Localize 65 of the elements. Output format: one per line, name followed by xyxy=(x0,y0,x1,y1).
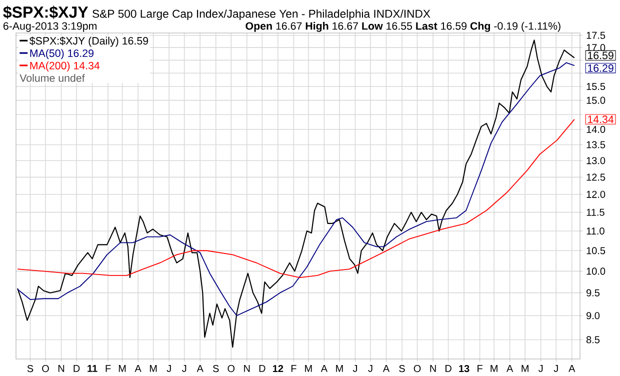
x-tick-label: A xyxy=(196,365,204,372)
y-tick-label: 9.0 xyxy=(586,312,600,320)
x-tick-label: S xyxy=(399,365,405,372)
x-tick-label: A xyxy=(568,365,576,372)
x-tick-label: A xyxy=(320,365,328,372)
chart-title: $SPX:$XJY xyxy=(3,6,88,19)
x-tick-label: M xyxy=(522,365,528,372)
x-tick-label: N xyxy=(244,365,250,372)
chart-subtitle: S&P 500 Large Cap Index/Japanese Yen - Philadelphia INDX/INDX xyxy=(92,9,430,20)
x-tick-label: D xyxy=(74,365,80,372)
y-tick-label: 13.0 xyxy=(586,157,606,164)
x-tick-label: 13 xyxy=(459,365,470,372)
legend-label: MA(50) 16.29 xyxy=(30,49,94,60)
x-tick-label: F xyxy=(106,365,111,372)
y-tick-label: 17.0 xyxy=(586,44,606,52)
legend-label: MA(200) 14.34 xyxy=(30,62,100,72)
x-tick-label: A xyxy=(506,365,514,372)
y-tick-label: 12.5 xyxy=(586,174,606,181)
x-tick-label: J xyxy=(368,365,372,372)
y-tick-label: 10.5 xyxy=(586,247,606,254)
y-tick-label: 12.0 xyxy=(586,190,606,198)
y-tick-label: 11.0 xyxy=(586,227,604,235)
legend-label: $SPX:$XJY (Daily) 16.59 xyxy=(29,36,148,47)
x-tick-label: O xyxy=(414,365,421,372)
y-tick-label: 8.5 xyxy=(586,336,600,344)
x-tick-label: 11 xyxy=(88,365,98,372)
text: 6-Aug-2013 3:19pm xyxy=(3,22,96,32)
x-tick-label: O xyxy=(228,365,235,372)
x-tick-label: A xyxy=(382,365,390,372)
y-tick-label: 14.0 xyxy=(586,126,606,133)
x-tick-label: M xyxy=(150,365,157,372)
y-tick-label: 15.5 xyxy=(586,83,606,90)
x-tick-label: S xyxy=(212,365,219,372)
x-tick-label: A xyxy=(134,365,142,372)
x-tick-label: S xyxy=(27,365,34,372)
annotation: Volume undef xyxy=(20,74,85,82)
y-tick-label: 11.5 xyxy=(586,208,604,216)
y-tick-label: 10.0 xyxy=(586,268,606,275)
x-tick-label: N xyxy=(58,365,64,372)
x-tick-label: J xyxy=(554,365,558,372)
y-tick-label: 17.5 xyxy=(586,32,606,39)
y-tick-label: 15.0 xyxy=(586,96,606,104)
x-tick-label: F xyxy=(478,365,482,372)
y-tick-label: 9.5 xyxy=(586,289,600,296)
annotation: 16.59 xyxy=(588,52,614,60)
x-tick-label: 12 xyxy=(272,365,284,372)
y-tick-label: 13.5 xyxy=(586,141,606,148)
x-tick-label: M xyxy=(490,365,498,372)
x-tick-label: J xyxy=(352,365,357,372)
annotation: 16.29 xyxy=(588,64,614,72)
line-series xyxy=(17,118,575,278)
x-tick-label: D xyxy=(259,365,266,372)
line-series xyxy=(17,62,575,316)
x-tick-label: F xyxy=(291,365,296,372)
annotation: 14.34 xyxy=(588,116,614,124)
x-tick-label: M xyxy=(118,365,126,372)
x-tick-label: M xyxy=(336,365,343,372)
x-tick-label: O xyxy=(42,365,49,372)
x-tick-label: J xyxy=(538,365,543,372)
x-tick-label: J xyxy=(166,365,171,372)
x-tick-label: J xyxy=(182,365,186,372)
text: Open 16.67 High 16.67 Low 16.55 Last 16.59 Chg -0.19 (-1.11%) xyxy=(246,22,560,32)
x-tick-label: N xyxy=(430,365,436,372)
x-tick-label: M xyxy=(305,365,312,372)
x-tick-label: D xyxy=(445,365,452,372)
